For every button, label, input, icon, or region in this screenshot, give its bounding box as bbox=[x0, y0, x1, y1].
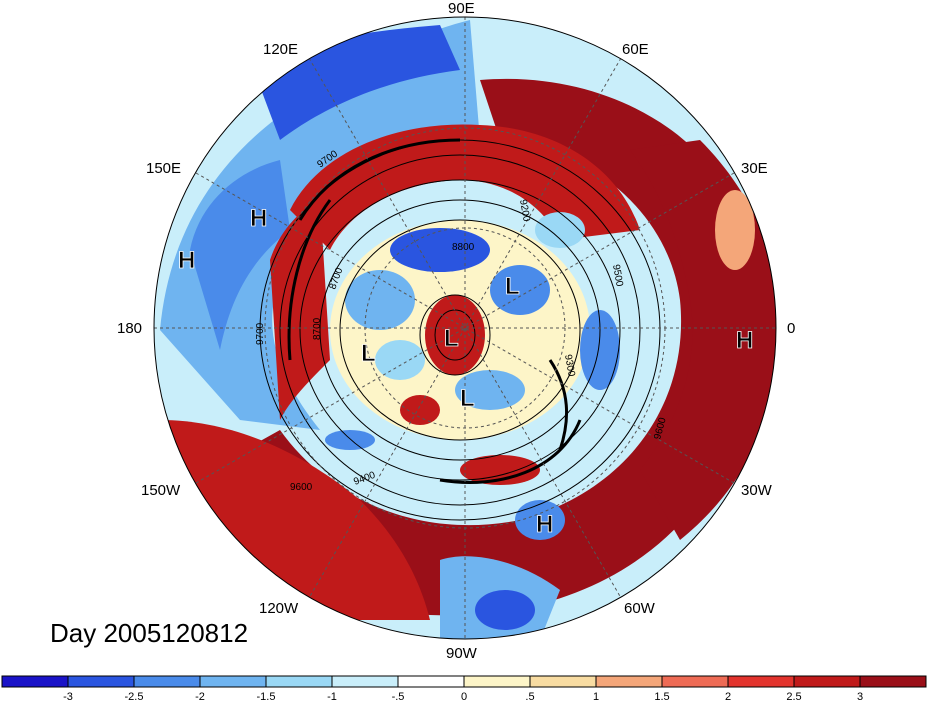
colorbar-swatch bbox=[331, 675, 399, 688]
longitude-label-30w: 30W bbox=[741, 482, 772, 499]
longitude-label-120e: 120E bbox=[263, 41, 299, 58]
colorbar-swatch bbox=[529, 675, 597, 688]
colorbar: -3 -2.5 -2 -1.5 -1 -.5 0 .5 1 1.5 2 2.5 3 bbox=[1, 675, 927, 702]
contour-label: 9700 bbox=[255, 322, 266, 345]
colorbar-swatch bbox=[595, 675, 663, 688]
colorbar-tick-label: -2.5 bbox=[125, 691, 144, 702]
colorbar-tick-label: -1.5 bbox=[257, 691, 276, 702]
longitude-label-180: 180 bbox=[117, 320, 143, 337]
colorbar-tick-label: 1.5 bbox=[654, 691, 669, 702]
longitude-label-90w: 90W bbox=[446, 645, 477, 662]
polar-map: H H H H L L L L 9700 9600 8700 8800 9200… bbox=[153, 16, 777, 640]
contour-label: 9600 bbox=[290, 482, 313, 493]
colorbar-tick-label: 2.5 bbox=[786, 691, 801, 702]
pressure-center-high-west-2: H bbox=[178, 247, 195, 274]
longitude-label-90e: 90E bbox=[448, 0, 475, 17]
longitude-label-60w: 60W bbox=[624, 600, 655, 617]
colorbar-tick-label: -.5 bbox=[392, 691, 405, 702]
colorbar-tick-label: -3 bbox=[63, 691, 73, 702]
contour-label: 8700 bbox=[312, 317, 323, 340]
colorbar-swatch bbox=[1, 675, 69, 688]
pressure-center-high-southwest: H bbox=[536, 511, 553, 538]
pressure-center-low-west: L bbox=[361, 340, 376, 367]
pressure-center-low-south: L bbox=[460, 385, 475, 412]
longitude-label-30e: 30E bbox=[741, 160, 768, 177]
day-label: Day 2005120812 bbox=[50, 618, 249, 648]
colorbar-swatch bbox=[67, 675, 135, 688]
colorbar-swatch bbox=[265, 675, 333, 688]
colorbar-tick-label: .5 bbox=[525, 691, 534, 702]
colorbar-tick-label: -1 bbox=[327, 691, 337, 702]
pressure-center-high-west-1: H bbox=[250, 205, 267, 232]
colorbar-swatch bbox=[463, 675, 531, 688]
longitude-label-60e: 60E bbox=[622, 41, 649, 58]
longitude-label-120w: 120W bbox=[259, 600, 299, 617]
colorbar-swatch bbox=[199, 675, 267, 688]
longitude-label-150w: 150W bbox=[141, 482, 181, 499]
colorbar-swatch bbox=[397, 675, 465, 688]
contour-label: 8800 bbox=[452, 242, 475, 253]
colorbar-tick-label: -2 bbox=[195, 691, 205, 702]
longitude-label-150e: 150E bbox=[146, 160, 182, 177]
colorbar-tick-label: 1 bbox=[593, 691, 599, 702]
pressure-center-high-east: H bbox=[736, 327, 753, 354]
colorbar-tick-label: 3 bbox=[857, 691, 863, 702]
colorbar-swatch bbox=[133, 675, 201, 688]
pressure-center-low-east: L bbox=[505, 273, 520, 300]
contour-label: 9300 bbox=[562, 354, 577, 378]
pressure-center-low-pole: L bbox=[444, 325, 459, 352]
contour-label: 9200 bbox=[517, 199, 532, 223]
colorbar-tick-label: 0 bbox=[461, 691, 467, 702]
colorbar-swatch bbox=[661, 675, 729, 688]
colorbar-swatch bbox=[859, 675, 927, 688]
anomaly-field bbox=[154, 17, 776, 639]
colorbar-tick-label: 2 bbox=[725, 691, 731, 702]
contour-label: 9500 bbox=[610, 264, 625, 288]
colorbar-swatch bbox=[793, 675, 861, 688]
colorbar-swatch bbox=[727, 675, 795, 688]
longitude-label-0: 0 bbox=[787, 320, 796, 337]
